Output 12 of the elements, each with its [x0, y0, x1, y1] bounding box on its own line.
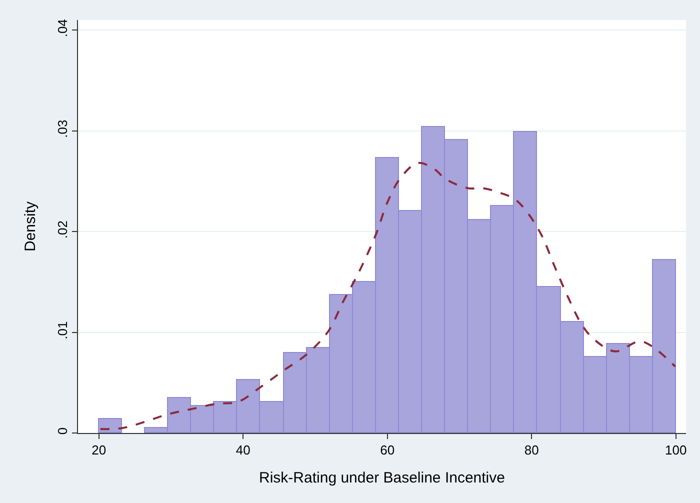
y-tick-label: .02 [54, 220, 70, 239]
x-tick-label: 80 [524, 442, 539, 458]
y-axis-title: Density [22, 201, 40, 252]
x-tick-label: 20 [92, 442, 106, 458]
y-tick-label: .04 [54, 19, 70, 38]
y-tick-label: .03 [54, 120, 70, 138]
x-axis-title: Risk-Rating under Baseline Incentive [259, 470, 505, 487]
x-tick-label: 60 [380, 442, 395, 458]
y-tick-label: 0 [54, 427, 70, 435]
x-tick-label: 100 [665, 442, 687, 458]
x-tick-label: 40 [236, 442, 250, 458]
y-tick-label: .01 [54, 321, 70, 340]
